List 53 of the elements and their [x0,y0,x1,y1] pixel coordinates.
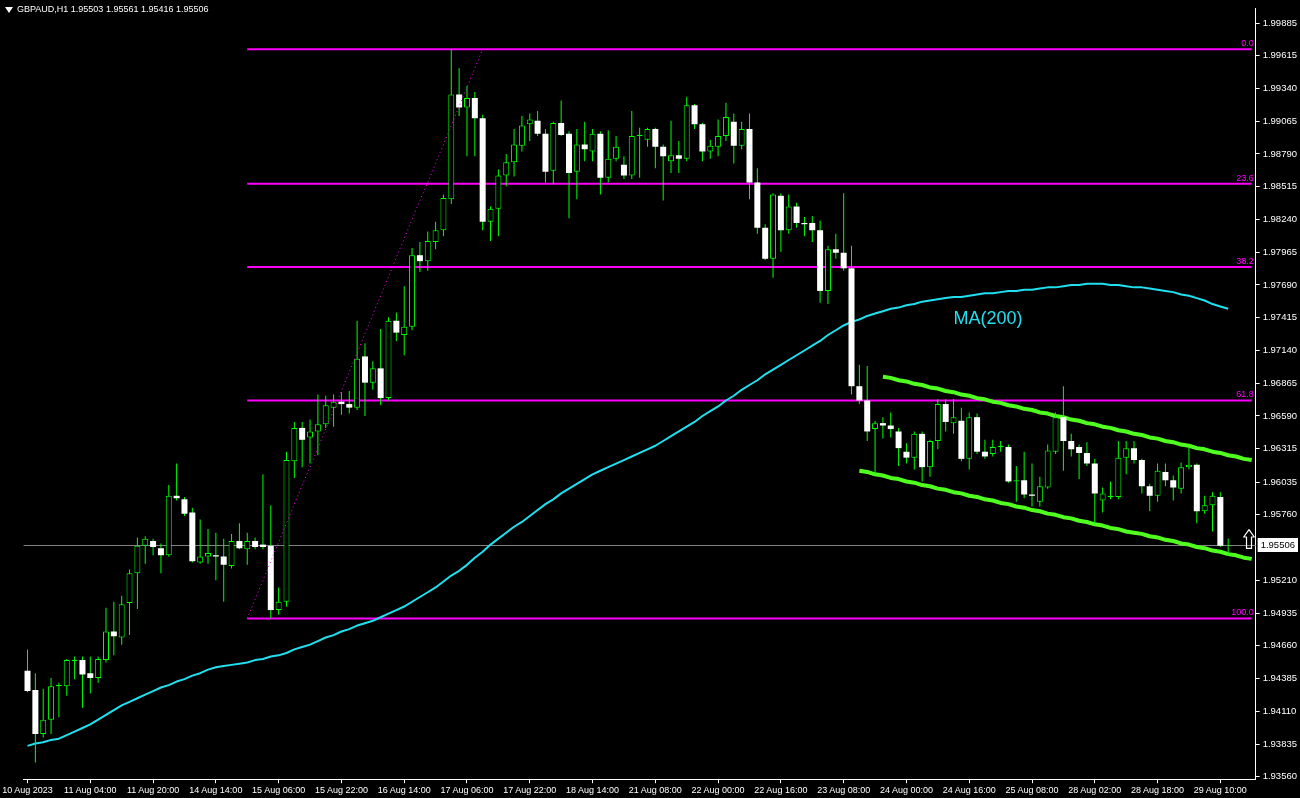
y-tick-label: 1.98790 [1262,147,1297,159]
y-tick-label: 1.96590 [1262,409,1297,421]
x-tick-label: 14 Aug 14:00 [189,785,243,796]
y-tick-label: 1.96315 [1262,442,1297,454]
series-label: MA(200) [953,308,1023,329]
x-tick-label: 29 Aug 10:00 [1193,785,1247,796]
x-tick-label: 15 Aug 06:00 [252,785,306,796]
candlestick [879,417,886,439]
x-tick-label: 11 Aug 20:00 [126,785,180,796]
y-tick-label: 1.94385 [1262,672,1297,684]
series-label: 0.0 [1241,38,1254,49]
x-tick-label: 28 Aug 18:00 [1131,785,1185,796]
y-tick-label: 1.96035 [1262,475,1297,487]
y-tick-label: 1.94110 [1262,704,1297,716]
y-tick-label: 1.99885 [1262,17,1297,29]
x-tick-label: 24 Aug 00:00 [879,785,933,796]
x-tick-label: 18 Aug 14:00 [566,785,620,796]
x-tick-label: 25 Aug 08:00 [1005,785,1059,796]
x-tick-label: 22 Aug 16:00 [754,785,808,796]
series-label: 61.8 [1236,389,1254,400]
x-tick-label: 17 Aug 06:00 [440,785,494,796]
y-tick-label: 1.97965 [1262,245,1297,257]
candlestick [212,532,219,581]
y-tick-label: 1.99615 [1262,49,1297,61]
series-label: 100.0 [1231,607,1254,618]
x-tick-label: 24 Aug 16:00 [942,785,996,796]
y-tick-label: 1.96865 [1262,376,1297,388]
x-tick-label: 10 Aug 2023 [2,785,53,796]
y-tick-label: 1.95210 [1262,573,1297,585]
y-tick-label: 1.95760 [1262,508,1297,520]
series-label: 38.2 [1236,256,1254,267]
x-tick-label: 11 Aug 04:00 [64,785,117,796]
x-tick-label: 21 Aug 08:00 [628,785,682,796]
x-tick-label: 15 Aug 22:00 [314,785,368,796]
y-tick-label: 1.98515 [1262,180,1297,192]
y-tick-label: 1.93835 [1262,737,1297,749]
y-tick-label: 1.97140 [1262,344,1297,356]
y-tick-label: 1.99065 [1262,114,1297,126]
series-label: 23.6 [1236,172,1254,183]
x-tick-label: 16 Aug 14:00 [377,785,431,796]
y-tick-label: 1.94660 [1262,639,1297,651]
y-tick-label: 1.98240 [1262,213,1297,225]
y-tick-label: 1.97690 [1262,278,1297,290]
y-tick-label: 1.94935 [1262,606,1297,618]
x-tick-label: 28 Aug 02:00 [1068,785,1122,796]
x-tick-label: 17 Aug 22:00 [503,785,557,796]
x-tick-label: 23 Aug 08:00 [817,785,871,796]
y-tick-label: 1.99340 [1262,82,1297,94]
chart-title: GBPAUD,H1 1.95503 1.95561 1.95416 1.95506 [17,4,209,15]
y-tick-label: 1.93560 [1262,770,1297,782]
x-tick-label: 22 Aug 00:00 [691,785,745,796]
y-tick-label: 1.97415 [1262,311,1297,323]
ref-line-label: 1.95506 [1260,538,1295,550]
